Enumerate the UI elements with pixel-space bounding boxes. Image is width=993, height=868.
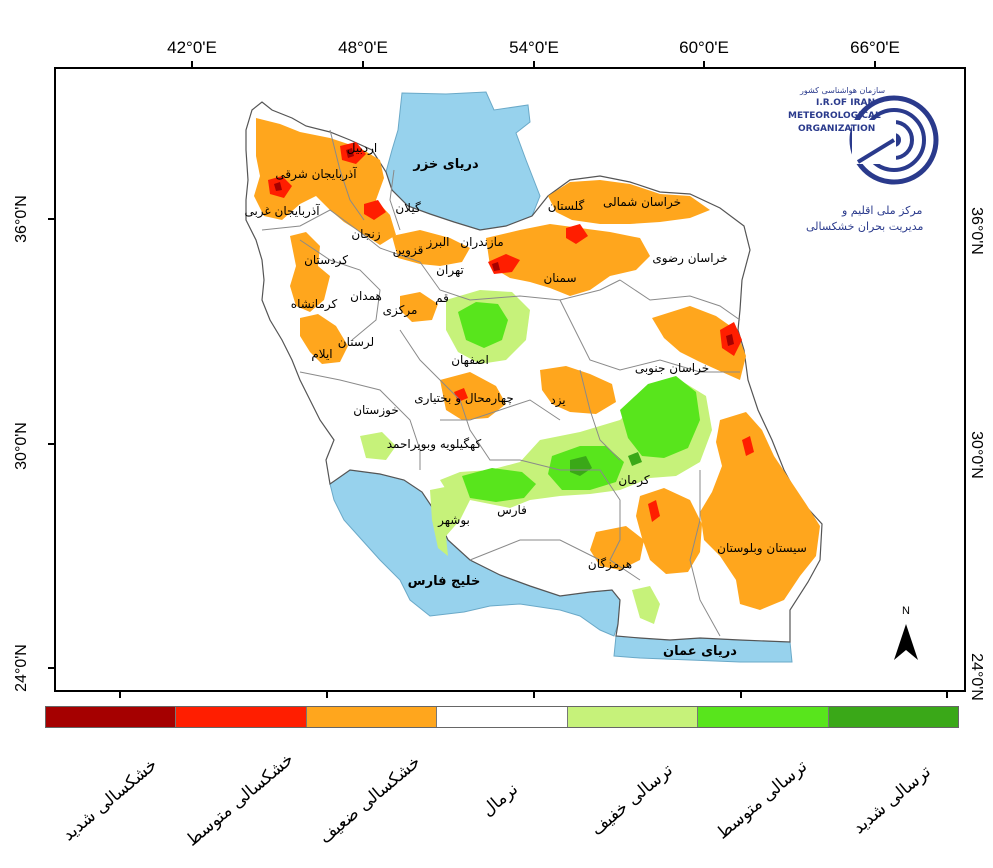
legend-swatch-moderate-drought [176, 707, 307, 727]
province-label-chaharmahal: چهارمحال و بختیاری [414, 391, 514, 406]
province-label-north-khorasan: خراسان شمالی [603, 195, 681, 210]
caspian-label: دریای خزر [412, 157, 479, 172]
province-label-kermanshah: کرمانشاه [291, 297, 338, 312]
longitude-label-60: 60°0'E [679, 38, 729, 57]
legend-swatch-severe-wet [828, 707, 958, 727]
longitude-label-48: 48°0'E [338, 38, 388, 57]
tick [946, 690, 948, 698]
province-label-golestan: گلستان [548, 199, 585, 213]
legend-swatch-severe-drought [46, 707, 177, 727]
province-label-khuzestan: خوزستان [353, 403, 399, 418]
province-boundaries [261, 129, 741, 637]
moderate-wet-areas [458, 302, 700, 502]
logo-line-iran: I.R.OF IRAN [816, 98, 875, 108]
logo-center-line2: مدیریت بحران خشکسالی [806, 220, 924, 233]
province-label-zanjan: زنجان [351, 227, 381, 242]
tick [874, 61, 876, 69]
logo-line-meteorological: METEOROLOGICAL [788, 111, 881, 121]
tick [533, 690, 535, 698]
longitude-label-54: 54°0'E [509, 38, 559, 57]
logo-title-fa: سازمان هواشناسی کشور [800, 86, 886, 95]
legend-swatch-mild-wet [567, 707, 699, 727]
persian-gulf-label: خلیج فارس [408, 574, 481, 589]
severe-wet-areas [570, 452, 642, 476]
province-label-alborz: البرز [425, 235, 449, 250]
logo-center-line1: مرکز ملی اقلیم و [842, 204, 923, 217]
tick [48, 218, 56, 220]
province-label-razavi-khorasan: خراسان رضوی [652, 251, 727, 266]
province-label-lorestan: لرستان [338, 335, 374, 350]
province-label-tehran: تهران [436, 263, 464, 278]
legend-swatch-moderate-wet [698, 707, 829, 727]
tick [191, 61, 193, 69]
tick [119, 690, 121, 698]
province-label-gilan: گیلان [395, 201, 421, 215]
tick [703, 61, 705, 69]
legend-swatch-normal [437, 707, 568, 727]
province-label-hamedan: همدان [350, 289, 382, 303]
tick [362, 61, 364, 69]
tick [740, 690, 742, 698]
province-label-hormozgan: هرمزگان [588, 557, 632, 572]
tick [533, 61, 535, 69]
tick [48, 443, 56, 445]
province-label-south-khorasan: خراسان جنوبی [635, 361, 709, 376]
weak-drought-areas [254, 118, 820, 610]
longitude-label-42: 42°0'E [167, 38, 217, 57]
tick [326, 690, 328, 698]
province-label-isfahan: اصفهان [451, 353, 489, 367]
north-arrow: N [894, 605, 918, 660]
meteorological-logo-emblem [849, 95, 939, 185]
province-label-kohgiluyeh: کهگیلویه وبویراحمد [387, 437, 482, 452]
province-label-kerman: کرمان [618, 473, 650, 488]
province-label-mazandaran: مازندران [460, 235, 503, 250]
tick [48, 667, 56, 669]
province-label-ardabil: اردبیل [347, 141, 378, 156]
north-label: N [902, 605, 910, 617]
province-label-qazvin: قزوین [393, 243, 424, 258]
province-label-fars: فارس [497, 503, 527, 518]
legend-swatch-weak-drought [306, 707, 438, 727]
province-label-sistan: سیستان وبلوستان [717, 541, 807, 556]
logo-line-organization: ORGANIZATION [798, 124, 876, 134]
province-label-yazd: یزد [550, 393, 565, 408]
longitude-label-66: 66°0'E [850, 38, 900, 57]
province-label-east-azerbaijan: آذربایجان شرقی [275, 166, 357, 182]
province-label-ilam: ایلام [311, 347, 332, 361]
province-label-bushehr: بوشهر [437, 513, 470, 528]
province-label-qom: قم [435, 291, 449, 305]
legend-bar [45, 706, 959, 728]
province-label-west-azerbaijan: آذربایجان غربی [244, 203, 320, 219]
severe-drought-areas [274, 148, 734, 346]
moderate-drought-areas [268, 142, 754, 522]
oman-sea-label: دریای عمان [663, 644, 737, 659]
province-label-semnan: سمنان [543, 271, 576, 285]
province-label-kurdistan: کردستان [304, 253, 348, 268]
province-label-markazi: مرکزی [383, 303, 418, 318]
